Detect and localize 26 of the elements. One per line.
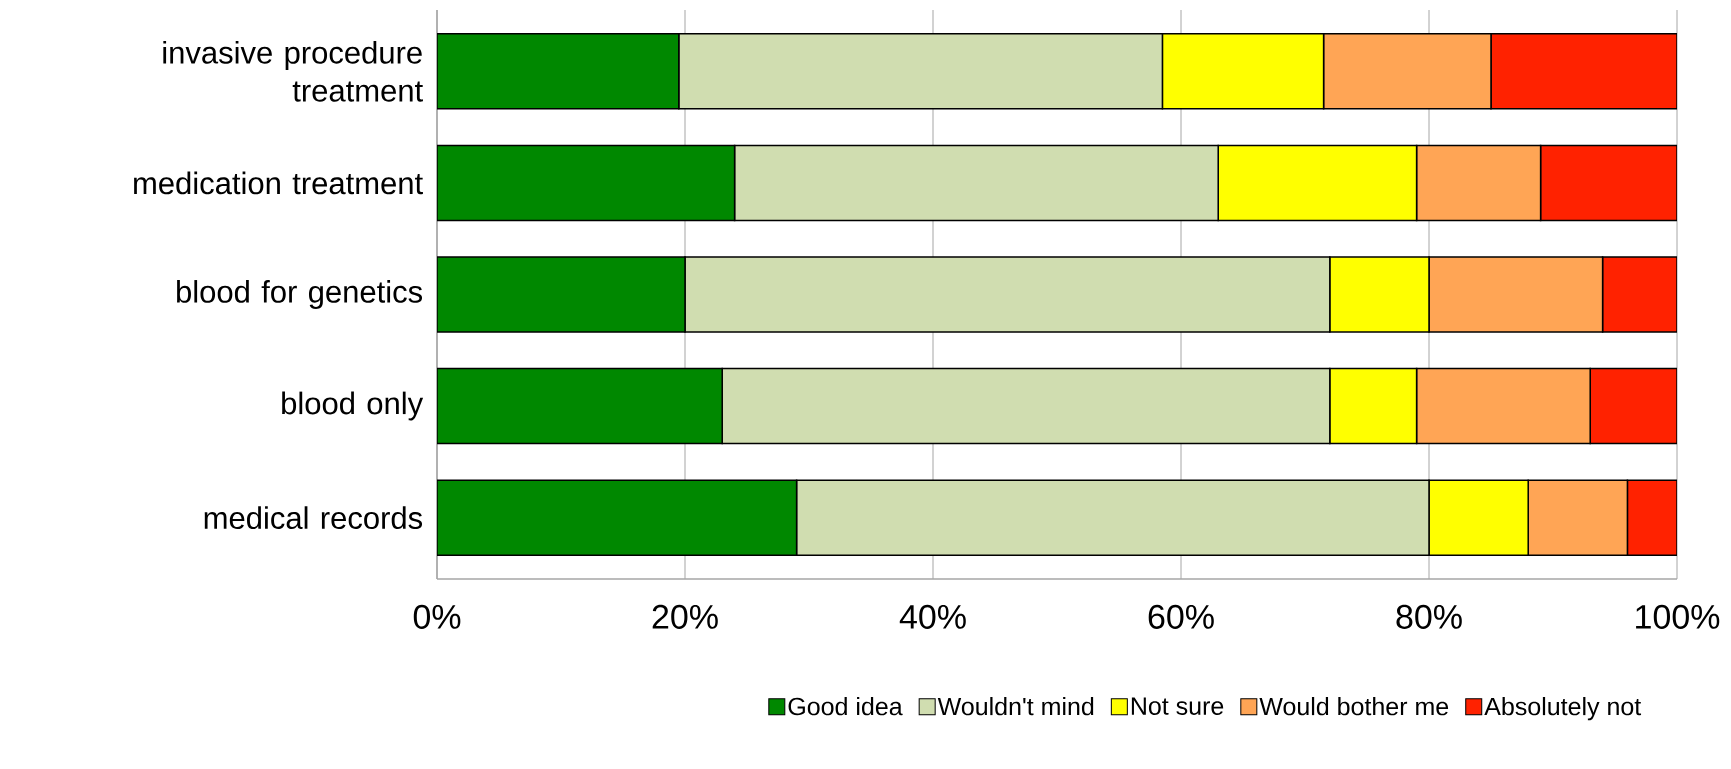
legend-label: Wouldn't mind: [937, 697, 1094, 716]
y-tick-label: medication treatment: [134, 171, 423, 195]
y-tick-label: invasive procedure treatment: [163, 40, 423, 102]
legend-label: Good idea: [788, 697, 903, 716]
bar: [1589, 367, 1678, 445]
y-tick-label: blood only: [282, 391, 424, 421]
x-tick-label: 20%: [652, 604, 718, 629]
x-tick-label: 0%: [413, 604, 461, 629]
bar: [437, 144, 736, 222]
legend-label: Would bother me: [1259, 697, 1449, 716]
x-tick-label: 60%: [1148, 604, 1214, 629]
bar: [437, 33, 680, 110]
bar: [1539, 144, 1678, 222]
x-tick-label: 40%: [899, 604, 966, 629]
bar: [437, 256, 686, 333]
bar: [437, 479, 798, 556]
legend-label: Not sure: [1131, 697, 1224, 715]
bar: [437, 367, 723, 445]
bar: [1626, 479, 1678, 556]
y-tick-label: blood for genetics: [177, 280, 423, 309]
legend-label: Absolutely not: [1484, 697, 1642, 721]
x-tick-label: 100%: [1636, 604, 1720, 629]
y-tick-label: medical records: [204, 506, 423, 530]
bar: [1601, 256, 1678, 333]
bar: [1490, 33, 1678, 110]
x-tick-label: 80%: [1396, 604, 1462, 629]
